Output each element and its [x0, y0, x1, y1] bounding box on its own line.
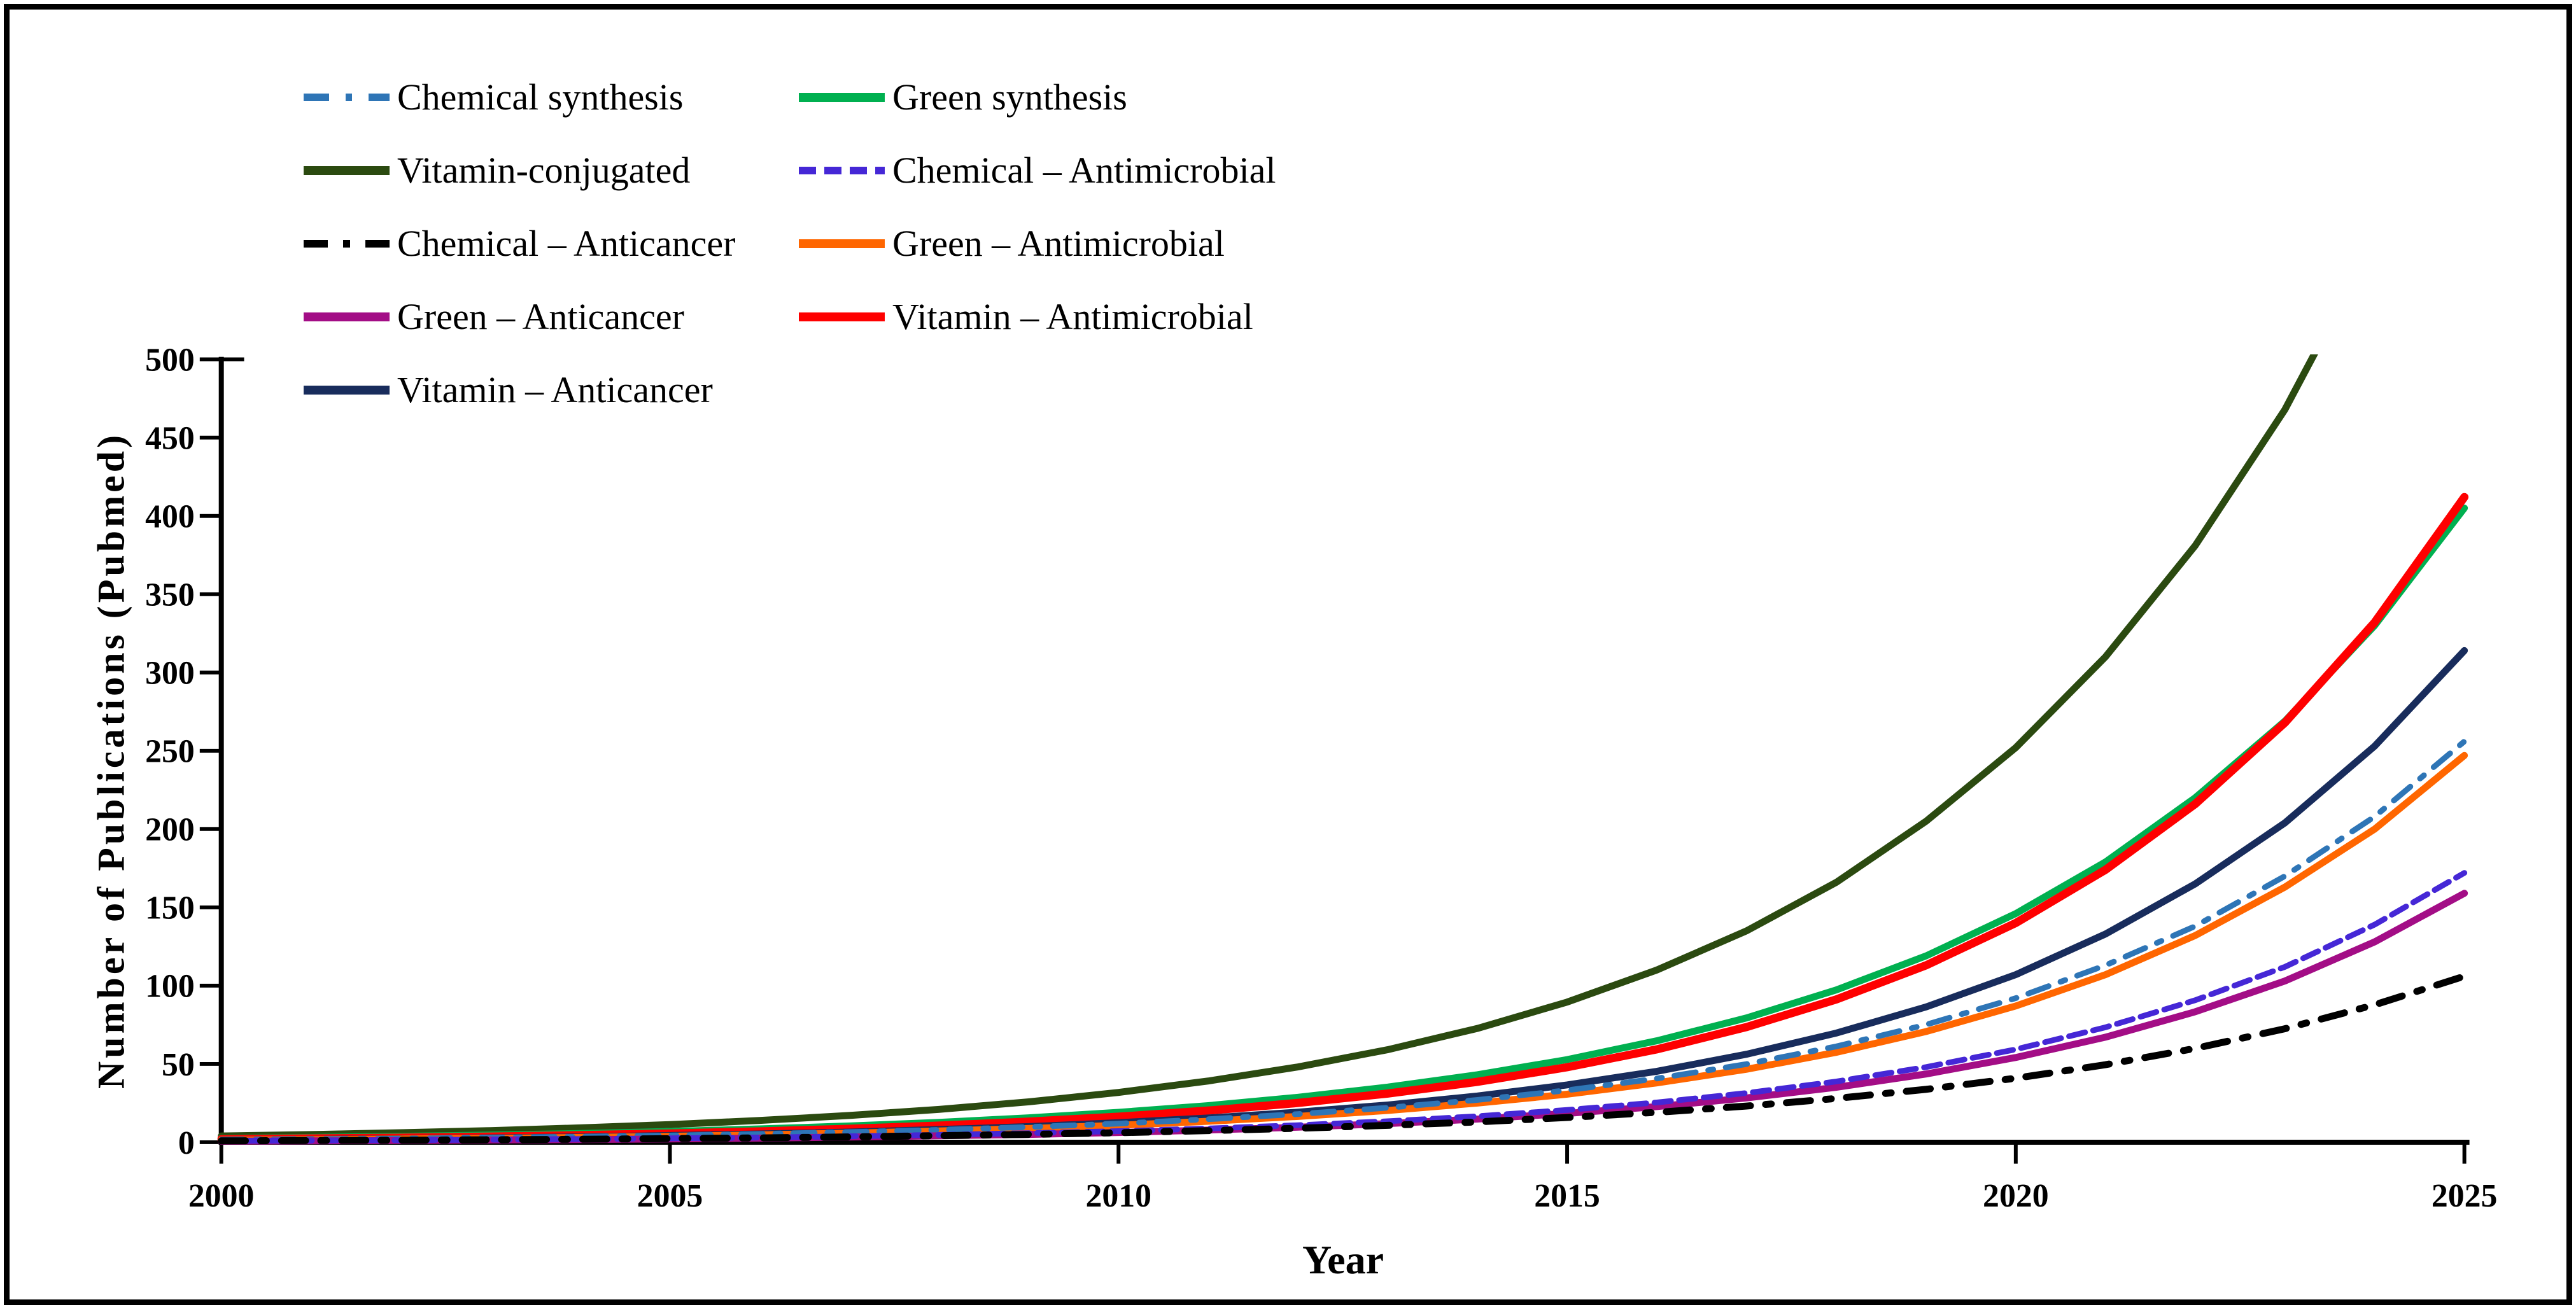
- x-tick-label: 2000: [188, 1178, 255, 1214]
- legend-swatch-chemical_synthesis: [304, 93, 390, 101]
- x-tick-label: 2005: [637, 1178, 703, 1214]
- legend-swatch-vitamin_conjugated: [304, 165, 390, 175]
- legend: Chemical synthesis Green synthesis Vitamin…: [304, 60, 1276, 426]
- y-tick-label: 150: [145, 890, 195, 927]
- legend-label: Vitamin – Anticancer: [397, 369, 713, 410]
- figure-frame: 0 50 100 150 200 250 300 350 400 450 500 2000 2005 20…: [4, 4, 2572, 1305]
- y-axis-title: Number of Publications (Pubmed): [90, 431, 132, 1089]
- legend-label: Chemical synthesis: [397, 76, 684, 118]
- legend-item-chemical_synthesis: Chemical synthesis: [304, 60, 799, 134]
- legend-label: Green – Antimicrobial: [892, 223, 1225, 264]
- legend-label: Vitamin-conjugated: [397, 150, 691, 191]
- x-tick-label: 2020: [1983, 1178, 2049, 1214]
- series-line-chemical_synthesis: [218, 738, 2468, 1143]
- y-tick-label: 450: [145, 421, 195, 457]
- legend-item-green_anticancer: Green – Anticancer: [304, 280, 799, 353]
- legend-swatch-green_antimicrobial: [799, 239, 885, 248]
- y-tick-label: 250: [145, 734, 195, 770]
- legend-swatch-chemical_anticancer: [304, 239, 390, 248]
- legend-item-green_synthesis: Green synthesis: [799, 60, 1276, 134]
- legend-label: Vitamin – Antimicrobial: [892, 296, 1253, 337]
- series-line-chemical_anticancer: [218, 972, 2468, 1145]
- x-tick-label: 2010: [1085, 1178, 1151, 1214]
- series-line-green_antimicrobial: [218, 752, 2468, 1144]
- legend-swatch-green_synthesis: [799, 92, 885, 102]
- y-tick-label: 350: [145, 577, 195, 613]
- series-line-green_synthesis: [218, 504, 2468, 1142]
- legend-item-vitamin_antimicrobial: Vitamin – Antimicrobial: [799, 280, 1276, 353]
- series-line-vitamin_antimicrobial: [217, 493, 2469, 1144]
- y-tick-label: 400: [145, 499, 195, 535]
- x-axis-title: Year: [1302, 1237, 1384, 1282]
- legend-label: Chemical – Anticancer: [397, 223, 736, 264]
- legend-swatch-green_anticancer: [304, 312, 390, 321]
- line-chart: 0 50 100 150 200 250 300 350 400 450 500 2000 2005 20…: [145, 342, 2498, 1215]
- series-line-vitamin_anticancer: [218, 647, 2468, 1144]
- y-tick-label: 500: [145, 342, 195, 379]
- legend-label: Green synthesis: [892, 76, 1127, 118]
- legend-item-green_antimicrobial: Green – Antimicrobial: [799, 207, 1276, 280]
- series-line-vitamin_conjugated: [218, 354, 2318, 1140]
- legend-item-chemical_anticancer: Chemical – Anticancer: [304, 207, 799, 280]
- y-tick-label: 0: [178, 1125, 195, 1161]
- legend-swatch-vitamin_anticancer: [304, 385, 390, 395]
- x-tick-label: 2015: [1534, 1178, 1600, 1214]
- legend-swatch-vitamin_antimicrobial: [799, 312, 885, 321]
- legend-item-vitamin_conjugated: Vitamin-conjugated: [304, 134, 799, 207]
- legend-swatch-chemical_antimicrobial: [799, 166, 885, 174]
- series-group: [217, 354, 2469, 1145]
- y-tick-label: 300: [145, 655, 195, 692]
- legend-label: Chemical – Antimicrobial: [892, 150, 1276, 191]
- legend-item-chemical_antimicrobial: Chemical – Antimicrobial: [799, 134, 1276, 207]
- legend-item-vitamin_anticancer: Vitamin – Anticancer: [304, 353, 799, 426]
- y-tick-label: 200: [145, 812, 195, 848]
- y-tick-label: 100: [145, 969, 195, 1005]
- legend-label: Green – Anticancer: [397, 296, 684, 337]
- series-line-green_anticancer: [218, 890, 2468, 1145]
- x-tick-label: 2025: [2432, 1178, 2498, 1214]
- y-tick-label: 50: [162, 1047, 195, 1083]
